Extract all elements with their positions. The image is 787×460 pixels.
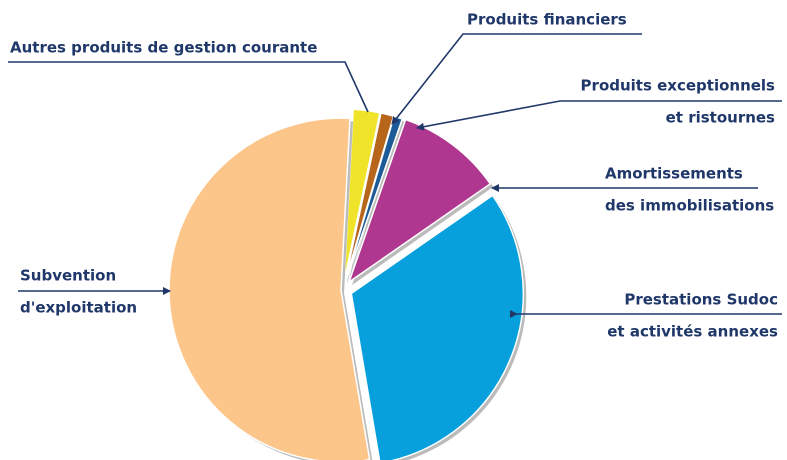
slice-label: d'exploitation (20, 299, 137, 317)
slice-label: Subvention (20, 267, 116, 285)
leader-line (416, 100, 782, 131)
slice (168, 117, 371, 460)
slice-label: Produits financiers (467, 11, 627, 29)
slice-label: et activités annexes (607, 323, 778, 341)
slice-label: Produits exceptionnels (581, 77, 776, 95)
leader-line (8, 61, 369, 113)
slice-label: des immobilisations (605, 197, 774, 215)
labels: Autres produits de gestion courante Produ… (8, 11, 782, 341)
slice (350, 194, 525, 460)
slice-label: et ristournes (666, 109, 775, 127)
leader-line (391, 33, 642, 125)
slice (347, 118, 492, 284)
slice-label: Autres produits de gestion courante (10, 39, 317, 57)
pie (168, 108, 527, 460)
slice-label: Prestations Sudoc (624, 291, 778, 309)
slice-label: Amortissements (605, 165, 743, 183)
